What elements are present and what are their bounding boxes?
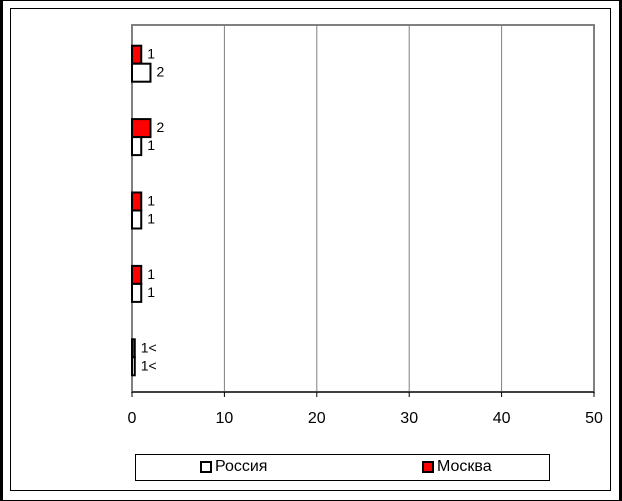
data-label-russia: 1 [147, 284, 155, 300]
bar-moscow [131, 338, 136, 359]
bar-russia [131, 136, 143, 157]
legend-swatch-russia [200, 461, 212, 473]
legend-item-russia: Россия [200, 458, 267, 476]
x-tick-label: 0 [128, 410, 137, 427]
data-label-russia: 2 [156, 64, 164, 80]
bar-moscow [131, 44, 143, 65]
x-tick-label: 40 [493, 410, 511, 427]
chart-legend: Россия Москва [135, 454, 550, 481]
x-tick-label: 20 [308, 410, 326, 427]
data-label-russia: 1 [147, 137, 155, 153]
bar-russia [131, 356, 136, 377]
data-label-moscow: 2 [156, 119, 164, 135]
data-label-moscow: 1 [147, 266, 155, 282]
bar-moscow [131, 118, 152, 139]
x-tick-label: 30 [400, 410, 418, 427]
data-label-moscow: 1 [147, 46, 155, 62]
legend-label-moscow: Москва [437, 458, 492, 475]
legend-label-russia: Россия [215, 458, 268, 475]
x-tick-label: 10 [216, 410, 234, 427]
data-label-moscow: 1< [141, 339, 157, 355]
plot-area [131, 24, 595, 393]
data-label-russia: 1 [147, 211, 155, 227]
x-tick-label: 50 [585, 410, 603, 427]
legend-item-moscow: Москва [422, 458, 492, 476]
bar-russia [131, 209, 143, 230]
legend-swatch-moscow [422, 461, 434, 473]
data-label-moscow: 1 [147, 193, 155, 209]
bar-russia [131, 282, 143, 303]
bar-moscow [131, 264, 143, 285]
bar-moscow [131, 191, 143, 212]
bar-russia [131, 62, 152, 83]
data-label-russia: 1< [141, 357, 157, 373]
